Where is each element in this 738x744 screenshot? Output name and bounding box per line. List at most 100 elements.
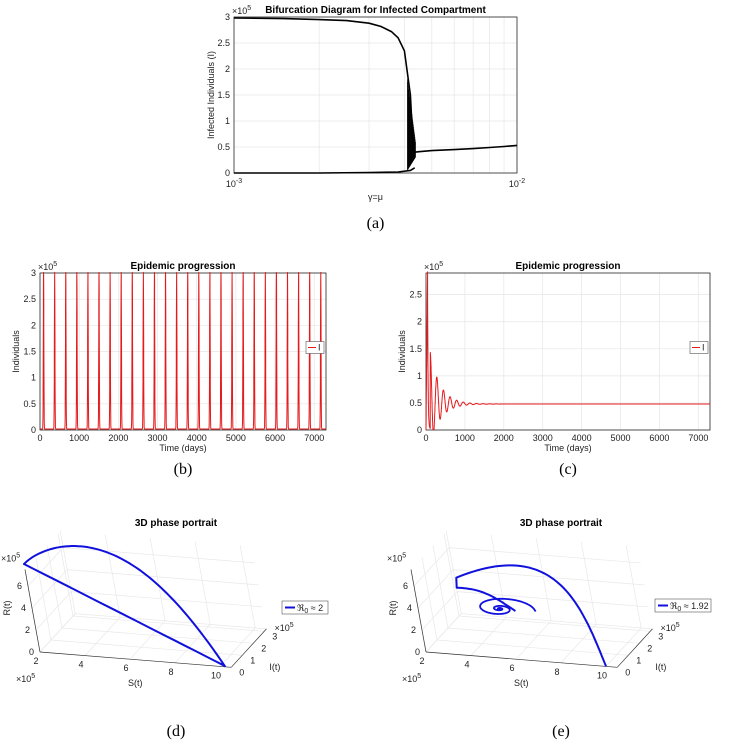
y-tick-label: 1.5 — [217, 90, 230, 100]
wall-grid-s — [239, 545, 256, 629]
y-tick-label: 2 — [225, 64, 230, 74]
y-axis-label: Infected Individuals (I) — [206, 51, 216, 139]
floor-grid-s — [219, 627, 256, 667]
floor-grid-s — [515, 620, 552, 660]
legend-label: ℜ0 ≈ 2 — [297, 603, 323, 615]
i-axis-line — [230, 628, 267, 668]
caption-c: (c) — [559, 461, 577, 478]
r-axis-label: R(t) — [388, 601, 398, 616]
r-tick-label: 0 — [29, 647, 34, 657]
wall-grid-s — [149, 538, 166, 621]
wall-grid-r — [417, 569, 645, 609]
y-tick-label: 0.5 — [23, 399, 36, 409]
caption-b: (b) — [174, 461, 193, 478]
legend-label-I: I — [318, 343, 321, 353]
i-axis-line — [616, 628, 653, 668]
r-axis-line — [24, 569, 41, 653]
y-tick-label: 1.5 — [23, 347, 36, 357]
y-multiplier-c: ×105 — [424, 261, 443, 272]
trajectory-line — [23, 545, 227, 668]
y-tick-label: 2.5 — [409, 290, 422, 300]
r-axis-label: R(t) — [2, 601, 12, 616]
wall-grid-s — [535, 538, 552, 621]
s-axis-line — [39, 651, 232, 668]
plot-area-c — [426, 273, 710, 430]
x-tick-label: 7000 — [688, 433, 708, 443]
caption-d: (d) — [167, 723, 186, 740]
i-tick-label: 0 — [625, 667, 630, 677]
floor-grid-i — [458, 615, 651, 632]
series-I-line — [425, 271, 711, 431]
chart-title-a: Bifurcation Diagram for Infected Compart… — [265, 5, 486, 16]
y-tick-label: 2 — [31, 320, 36, 330]
s-tick-label: 6 — [123, 663, 128, 673]
x-tick-label: 0 — [423, 433, 428, 443]
x-tick-label: 1000 — [69, 433, 89, 443]
series-max-I — [233, 17, 415, 152]
wall-grid-r — [39, 613, 267, 653]
y-tick-label: 0 — [225, 168, 230, 178]
r-tick-label: 6 — [403, 581, 408, 591]
chart-title-c: Epidemic progression — [515, 261, 620, 272]
s-tick-label: 2 — [419, 656, 424, 666]
y-multiplier-a: ×105 — [232, 5, 251, 16]
x-tick-label: 7000 — [304, 433, 324, 443]
i-tick-label: 2 — [261, 643, 266, 653]
s-axis-label: S(t) — [514, 678, 529, 688]
s-axis-label: S(t) — [128, 678, 143, 688]
wall-grid-s — [445, 531, 462, 614]
s-tick-label: 6 — [509, 663, 514, 673]
floor-grid-s — [129, 620, 166, 660]
y-tick-label: 2.5 — [217, 38, 230, 48]
y-tick-label: 0 — [417, 425, 422, 435]
axes-box-b — [39, 272, 327, 431]
s-tick-label: 8 — [168, 667, 173, 677]
floor-grid-i — [447, 627, 640, 644]
i-tick-label: 0 — [239, 667, 244, 677]
caption-e: (e) — [552, 723, 570, 740]
y-multiplier-b: ×105 — [38, 261, 57, 272]
wall-grid-s — [59, 531, 76, 614]
legend-box — [281, 600, 329, 615]
r-tick-label: 2 — [25, 625, 30, 635]
s-multiplier: ×105 — [16, 673, 35, 684]
i-tick-label: 3 — [272, 631, 277, 641]
s-tick-label: 10 — [211, 670, 221, 680]
r-tick-label: 2 — [411, 625, 416, 635]
s-tick-label: 10 — [597, 670, 607, 680]
floor-grid-i — [50, 639, 243, 656]
x-tick-label: 6000 — [265, 433, 285, 443]
legend-label-I: I — [702, 343, 705, 353]
y-tick-label: 2.5 — [23, 294, 36, 304]
legend-box — [654, 598, 712, 613]
y-tick-label: 2 — [417, 317, 422, 327]
wall-grid-s — [490, 534, 507, 618]
s-tick-label: 2 — [33, 656, 38, 666]
x-tick-label: 6000 — [649, 433, 669, 443]
r-tick-label: 4 — [407, 603, 412, 613]
x-axis-label: Time (days) — [544, 443, 591, 453]
i-multiplier: ×105 — [660, 622, 679, 633]
i-axis-label: I(t) — [269, 662, 280, 672]
series-min-I — [234, 167, 416, 174]
floor-grid-s — [470, 616, 507, 656]
y-tick-label: 1 — [31, 373, 36, 383]
i-tick-label: 2 — [647, 643, 652, 653]
s-tick-label: 4 — [464, 660, 469, 670]
chart-title-e: 3D phase portrait — [520, 518, 603, 529]
y-tick-label: 1 — [225, 116, 230, 126]
wall-grid-s — [104, 534, 121, 618]
wall-grid-i — [443, 533, 460, 617]
axes-box-c — [425, 272, 711, 431]
spiral-line — [479, 597, 537, 615]
x-tick-label: 2000 — [494, 433, 514, 443]
s-tick-label: 4 — [78, 660, 83, 670]
s-axis-line — [425, 651, 618, 668]
wall-grid-s — [194, 541, 211, 625]
wall-grid-i — [421, 557, 438, 641]
s-multiplier: ×105 — [402, 673, 421, 684]
r-axis-line — [410, 569, 427, 653]
x-tick-label: 10-3 — [226, 178, 242, 189]
r-tick-label: 4 — [21, 603, 26, 613]
